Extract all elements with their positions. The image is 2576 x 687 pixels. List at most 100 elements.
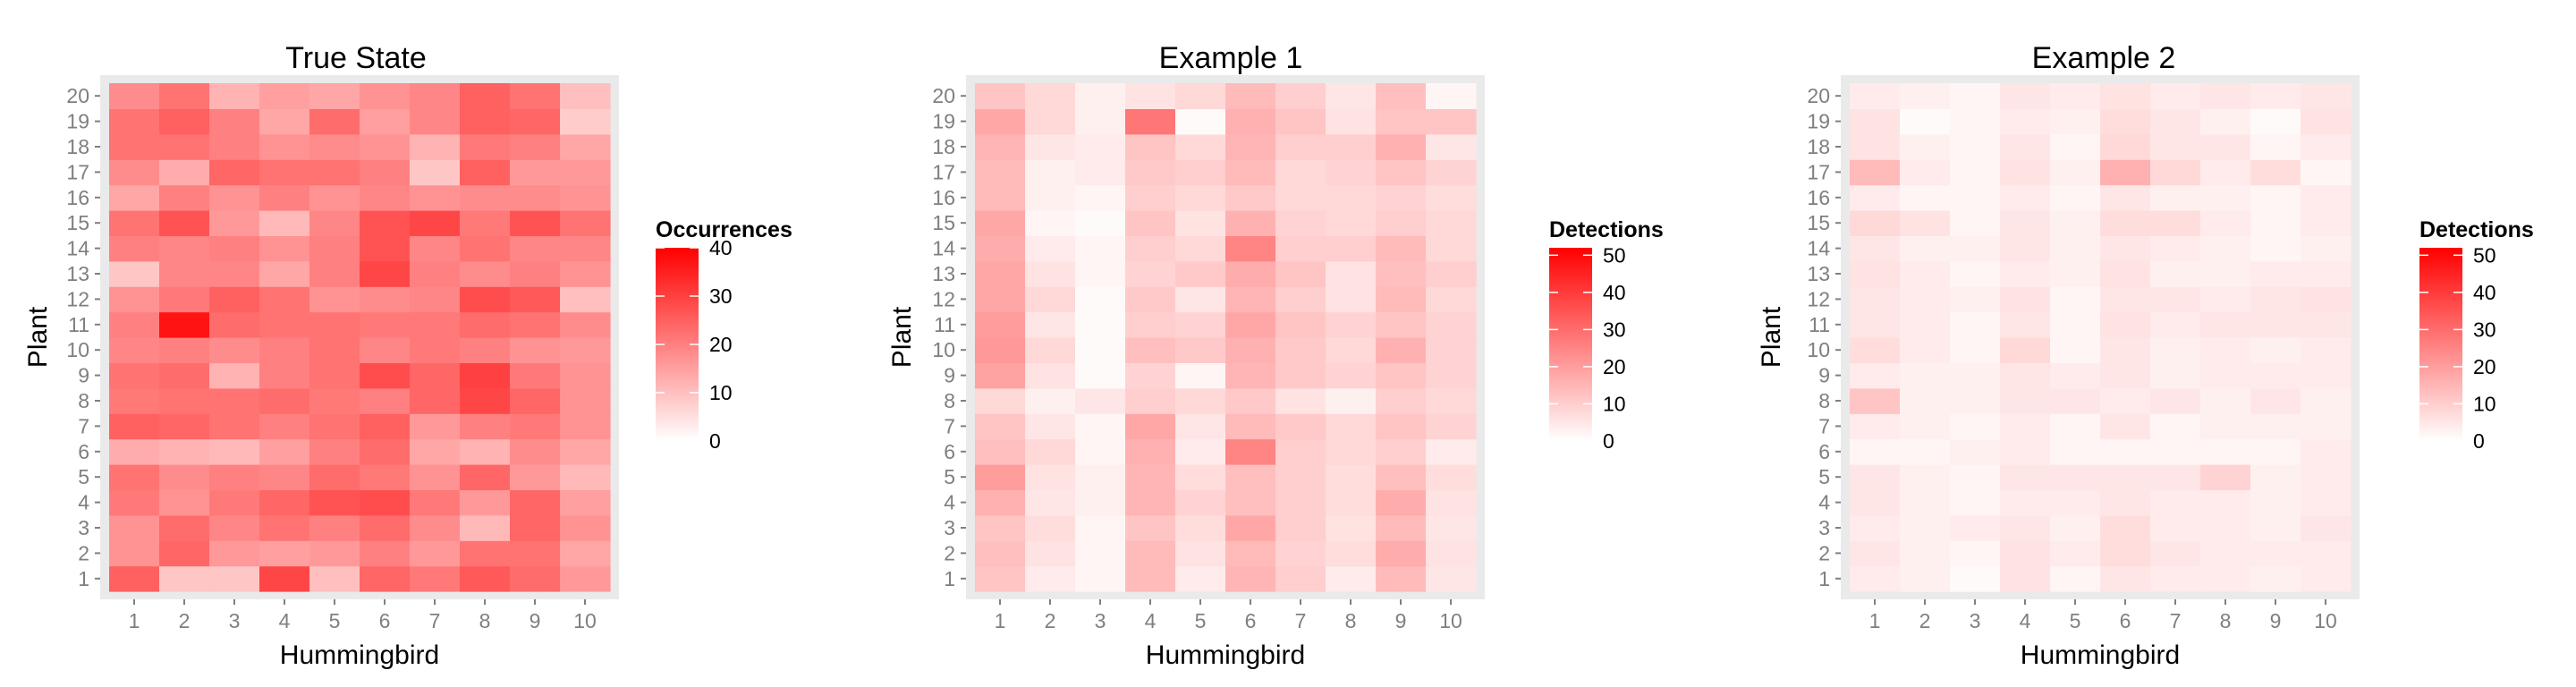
heatmap-cell (2301, 387, 2351, 414)
heatmap-cell (410, 311, 461, 338)
heatmap-cell (2000, 184, 2051, 211)
heatmap-cell (1850, 337, 1901, 363)
heatmap-cell (1850, 413, 1901, 440)
heatmap-cell (159, 184, 210, 211)
heatmap-cell (410, 210, 461, 236)
heatmap-cell (1225, 184, 1276, 211)
x-tick-label: 5 (2070, 609, 2081, 632)
heatmap-cell (2150, 159, 2201, 186)
y-axis-label: Plant (23, 306, 53, 368)
heatmap-cell (2250, 413, 2301, 440)
heatmap-cell (1125, 83, 1176, 109)
heatmap-cell (2050, 387, 2101, 414)
y-tick-label: 15 (932, 211, 955, 234)
heatmap-cell (1376, 464, 1427, 490)
x-tick-label: 5 (329, 609, 341, 632)
heatmap-cell (975, 210, 1026, 236)
heatmap-cell (1025, 438, 1076, 465)
heatmap-cell (1025, 260, 1076, 287)
legend-tick-label: 30 (1603, 318, 1626, 341)
y-tick-label: 10 (1807, 338, 1830, 361)
y-tick-label: 8 (944, 389, 955, 412)
heatmap-cell (2000, 540, 2051, 567)
heatmap-cell (2100, 108, 2151, 135)
heatmap-cell (2000, 311, 2051, 338)
heatmap-cell (2000, 83, 2051, 109)
heatmap-cell (975, 514, 1026, 541)
heatmap-cell (2200, 489, 2251, 516)
heatmap-cell (2050, 235, 2101, 262)
heatmap-cell (460, 438, 511, 465)
heatmap-cell (2250, 260, 2301, 287)
heatmap-cell (2100, 311, 2151, 338)
heatmap-cell (1376, 362, 1427, 389)
heatmap-cell (1850, 438, 1901, 465)
heatmap-cell (1025, 286, 1076, 313)
heatmap-cell (2250, 286, 2301, 313)
heatmap-panel-2: Example 1 123456789101112131415161718192… (887, 41, 1664, 670)
heatmap-cell (1225, 438, 1276, 465)
heatmap-cell (2000, 235, 2051, 262)
heatmap-cell (1275, 83, 1326, 109)
y-tick-label: 17 (932, 160, 955, 183)
heatmap-cell (109, 83, 160, 109)
heatmap-cell (1175, 286, 1226, 313)
heatmap-cell (2250, 133, 2301, 160)
heatmap-cell (2200, 83, 2251, 109)
heatmap-cell (1850, 565, 1901, 592)
heatmap-cell (1125, 184, 1176, 211)
legend-tick-label: 40 (2473, 281, 2496, 304)
heatmap-cell (1175, 108, 1226, 135)
heatmap-cell (1025, 540, 1076, 567)
heatmap-cell (1376, 235, 1427, 262)
heatmap-cell (1900, 514, 1951, 541)
heatmap-cell (1025, 311, 1076, 338)
heatmap-cell (109, 133, 160, 160)
heatmap-cell (1175, 514, 1226, 541)
heatmap-cell (2301, 260, 2351, 287)
heatmap-cell (410, 514, 461, 541)
heatmap-cell (209, 210, 260, 236)
heatmap-cell (1175, 540, 1226, 567)
heatmap-cell (460, 159, 511, 186)
heatmap-cell (460, 235, 511, 262)
heatmap-cell (460, 210, 511, 236)
heatmap-cell (159, 489, 210, 516)
legend-ticks: 0 10 20 30 40 (656, 236, 733, 453)
heatmap-cell (1426, 133, 1477, 160)
y-tick-label: 4 (944, 491, 955, 514)
heatmap-cell (410, 235, 461, 262)
y-tick-label: 6 (1818, 440, 1830, 463)
y-tick-label: 7 (1818, 414, 1830, 437)
heatmap-cell (1075, 565, 1126, 592)
heatmap-cell (460, 514, 511, 541)
heatmap-cell (1025, 413, 1076, 440)
heatmap-cell (975, 413, 1026, 440)
heatmap-cell (2250, 337, 2301, 363)
x-tick-label: 2 (179, 609, 191, 632)
y-tick-label: 20 (66, 84, 89, 107)
heatmap-cell (209, 464, 260, 490)
legend-tick-label: 30 (2473, 318, 2496, 341)
y-tick-label: 3 (944, 516, 955, 539)
heatmap-cell (1025, 514, 1076, 541)
heatmap-cell (159, 83, 210, 109)
x-tick-label: 1 (995, 609, 1006, 632)
heatmap-cell (2301, 108, 2351, 135)
heatmap-cell (2100, 387, 2151, 414)
heatmap-cell (2301, 133, 2351, 160)
heatmap-cell (1950, 514, 2001, 541)
heatmap-cell (259, 464, 310, 490)
chart-title: True State (285, 41, 426, 75)
heatmap-cell (975, 489, 1026, 516)
heatmap-cell (460, 387, 511, 414)
heatmap-cell (1326, 514, 1377, 541)
heatmap-cell (1075, 311, 1126, 338)
heatmap-cell (259, 387, 310, 414)
y-tick-label: 19 (1807, 110, 1830, 133)
heatmap-cell (1900, 311, 1951, 338)
heatmap-cell (2100, 159, 2151, 186)
heatmap-cell (259, 311, 310, 338)
heatmap-cell (2200, 159, 2251, 186)
